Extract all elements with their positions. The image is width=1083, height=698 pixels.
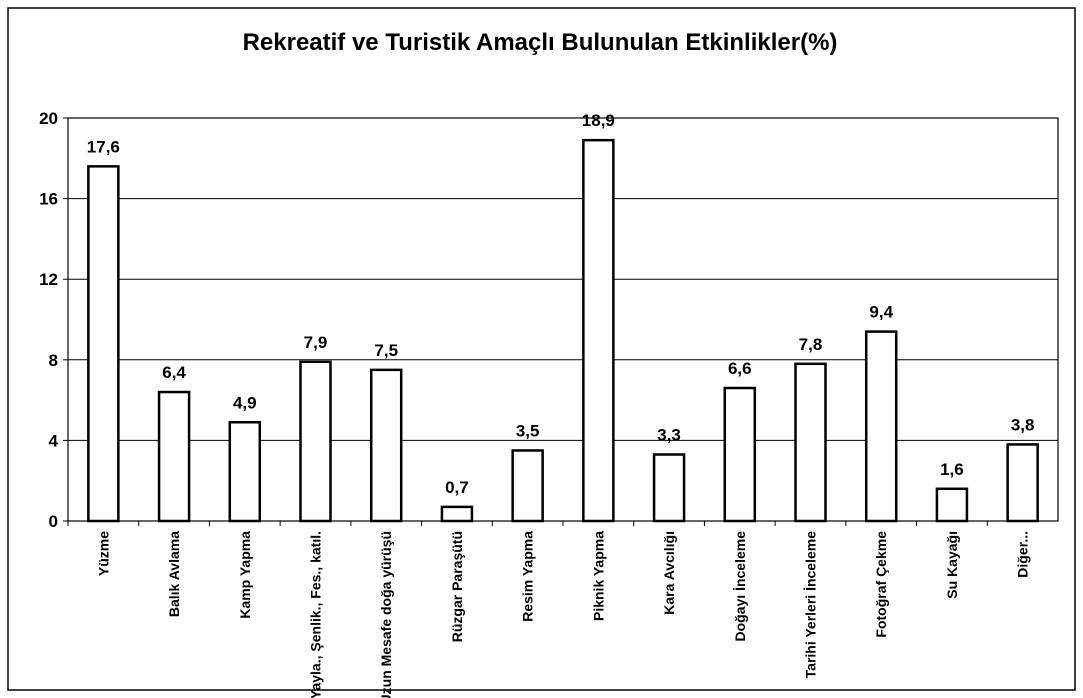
y-tick-label: 0 (49, 512, 58, 531)
x-tick-label: Yayla., Şenlik., Fes., katıl. (308, 531, 324, 698)
bar (652, 453, 686, 523)
value-label: 17,6 (87, 137, 120, 156)
bar (369, 368, 403, 523)
y-tick-label: 12 (39, 270, 58, 289)
x-tick-label: Rüzgar Paraşütü (449, 531, 465, 642)
value-label: 7,8 (799, 335, 823, 354)
x-tick-label: Doğayı İnceleme (732, 531, 748, 642)
bar (228, 421, 262, 523)
y-tick-label: 8 (49, 351, 58, 370)
bar (723, 386, 757, 523)
x-tick-label: Uzun Mesafe doğa yürüşü (378, 531, 394, 698)
value-label: 7,5 (374, 341, 398, 360)
chart-title: Rekreatif ve Turistik Amaçlı Bulunulan E… (243, 29, 838, 56)
bar (1006, 443, 1039, 523)
x-tick-label: Su Kayağı (944, 531, 960, 599)
value-label: 3,5 (516, 421, 540, 440)
y-tick-label: 20 (39, 109, 58, 128)
value-label: 6,4 (162, 363, 186, 382)
bar (794, 362, 827, 523)
value-label: 0,7 (445, 478, 469, 497)
y-tick-label: 4 (49, 431, 59, 450)
x-tick-label: Resim Yapma (520, 531, 536, 622)
x-tick-label: Diğer... (1015, 531, 1031, 578)
y-tick-label: 16 (39, 190, 58, 209)
bar (440, 505, 474, 523)
bar (864, 330, 898, 523)
bar (582, 138, 615, 523)
x-tick-label: Balık Avlama (166, 531, 182, 617)
bar (935, 487, 969, 523)
x-tick-label: Kamp Yapma (237, 531, 253, 619)
value-label: 7,9 (304, 333, 328, 352)
value-label: 6,6 (728, 359, 752, 378)
value-label: 1,6 (940, 460, 964, 479)
bar (299, 360, 332, 523)
value-label: 3,8 (1011, 415, 1035, 434)
value-label: 18,9 (582, 111, 615, 130)
value-label: 3,3 (657, 426, 681, 445)
bar (511, 449, 544, 523)
x-tick-label: Tarihi Yerleri İnceleme (803, 531, 819, 679)
bar (157, 390, 191, 523)
bar (87, 165, 120, 523)
value-label: 4,9 (233, 393, 257, 412)
x-tick-label: Kara Avcılığı (661, 531, 677, 615)
x-tick-label: Yüzme (95, 531, 111, 576)
x-tick-label: Fotoğraf Çekme (873, 531, 889, 638)
value-label: 9,4 (869, 303, 893, 322)
x-tick-label: Piknik Yapma (590, 531, 606, 621)
